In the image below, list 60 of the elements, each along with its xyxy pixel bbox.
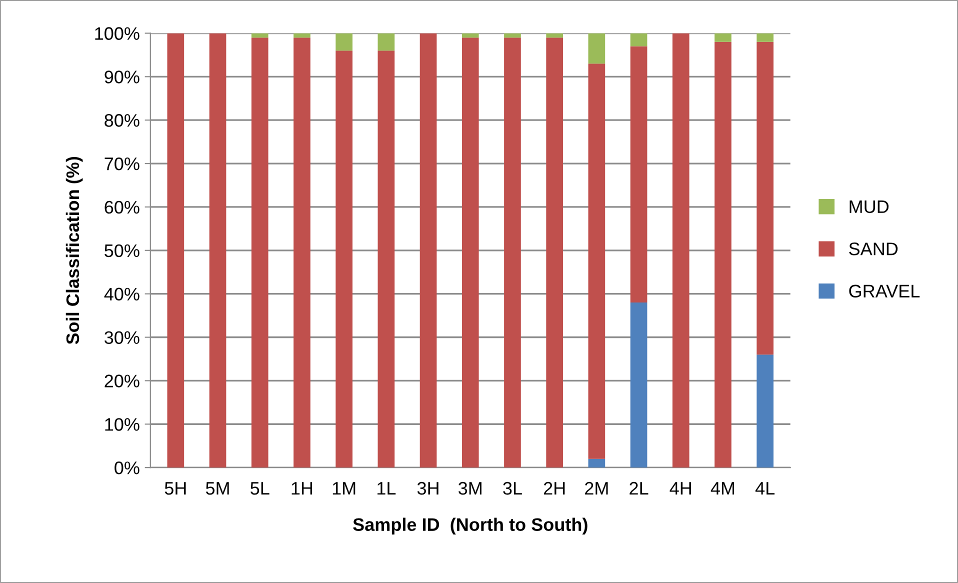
- bar: [209, 33, 226, 468]
- bar: [756, 42, 774, 355]
- y-tick-label: 30%: [104, 331, 140, 344]
- bar: [630, 33, 648, 46]
- bar: [588, 458, 606, 468]
- y-tick-label: 50%: [104, 244, 140, 258]
- y-tick-label: 60%: [104, 200, 140, 214]
- legend-label: MUD: [850, 200, 889, 214]
- x-tick-label: 2M: [585, 482, 608, 495]
- x-tick-label: 5M: [206, 482, 229, 495]
- y-tick-label: 80%: [104, 114, 140, 127]
- y-tick-label: 100%: [95, 27, 140, 40]
- x-tick-label: 5H: [164, 482, 186, 495]
- bar: [251, 33, 268, 38]
- bar: [588, 33, 606, 64]
- bar: [546, 38, 563, 468]
- x-tick-label: 5L: [250, 482, 270, 495]
- x-tick-label: 4M: [710, 482, 734, 495]
- bar: [504, 33, 521, 38]
- bar: [546, 33, 563, 38]
- y-tick-label: 70%: [104, 157, 140, 170]
- bar: [420, 33, 437, 468]
- x-tick-label: 1M: [332, 482, 356, 495]
- bar: [672, 33, 690, 468]
- bar: [462, 33, 479, 38]
- y-axis-title: Soil Classification (%): [66, 156, 83, 344]
- x-tick-label: 1L: [378, 482, 396, 495]
- bar: [714, 42, 732, 468]
- y-tick-label: 10%: [105, 418, 140, 431]
- x-tick-label: 2L: [630, 482, 648, 495]
- y-tick-label: 90%: [104, 70, 140, 84]
- bar: [462, 38, 479, 468]
- x-tick-label: 3L: [503, 482, 522, 495]
- bar: [504, 38, 521, 468]
- y-tick-label: 0%: [114, 462, 140, 474]
- y-tick-label: 40%: [104, 288, 140, 301]
- x-tick-label: 4H: [670, 482, 691, 495]
- bar: [294, 33, 310, 38]
- bar: [714, 33, 732, 42]
- bar: [630, 46, 648, 303]
- bar: [630, 302, 648, 468]
- bar: [756, 33, 774, 42]
- legend-label: GRAVEL: [849, 284, 920, 298]
- bar: [378, 33, 395, 51]
- bar: [588, 64, 606, 459]
- x-tick-label: 1H: [292, 482, 312, 495]
- bar: [336, 50, 352, 468]
- bar: [756, 354, 774, 468]
- y-tick-label: 20%: [104, 374, 140, 388]
- x-axis-title: Sample ID (North to South): [353, 518, 588, 535]
- bar: [378, 50, 395, 468]
- bar: [167, 33, 184, 468]
- bar: [251, 38, 268, 468]
- x-tick-label: 3H: [417, 482, 438, 495]
- bar: [294, 38, 310, 468]
- x-tick-label: 2H: [544, 482, 565, 495]
- legend-label: SAND: [849, 242, 898, 256]
- x-tick-label: 3M: [458, 482, 482, 495]
- x-tick-label: 4L: [755, 482, 775, 495]
- bar: [336, 33, 352, 51]
